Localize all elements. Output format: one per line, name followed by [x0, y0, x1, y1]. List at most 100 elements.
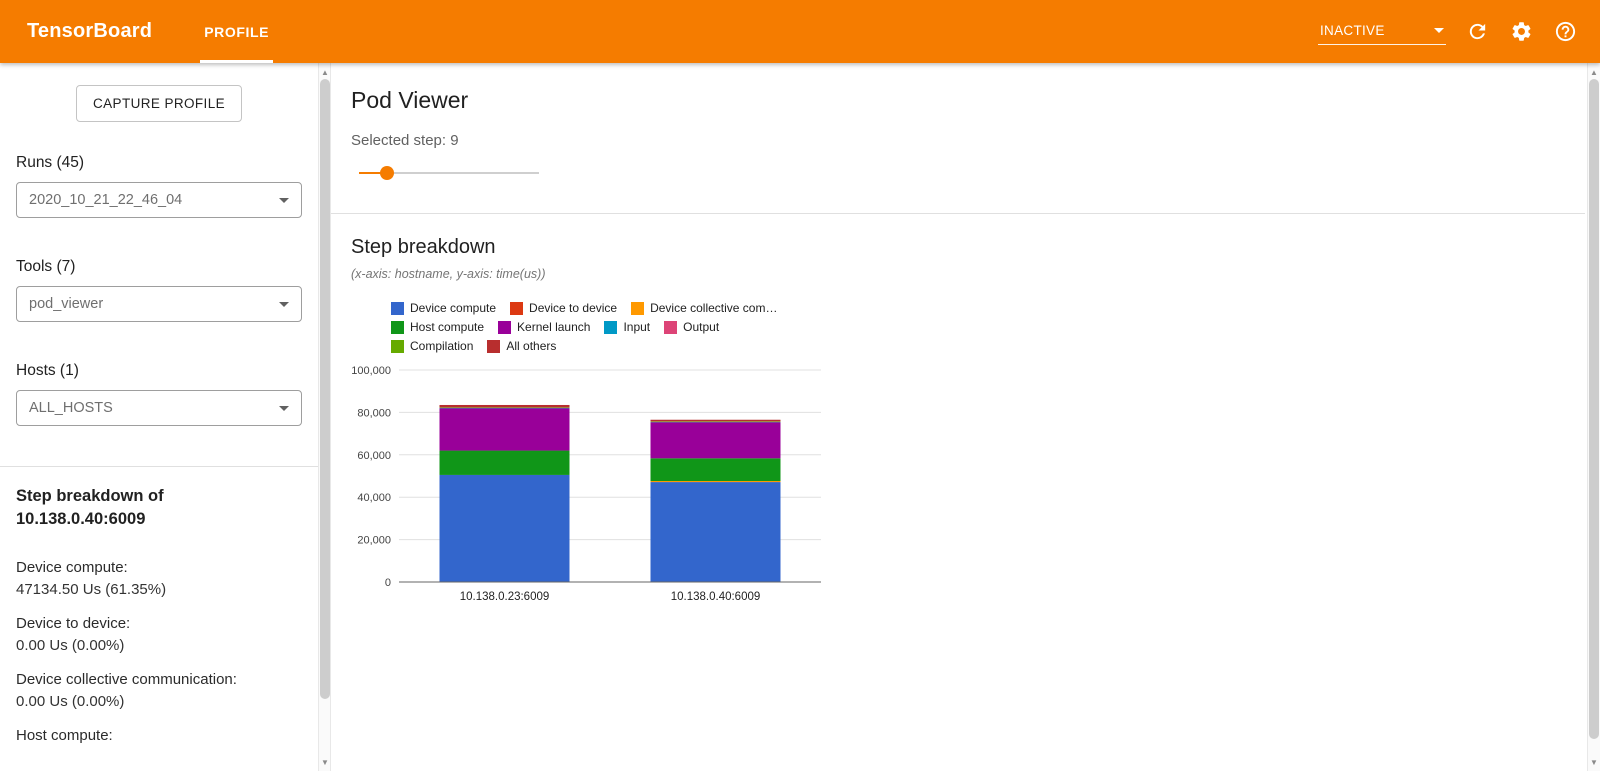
refresh-button[interactable] [1464, 19, 1490, 45]
refresh-icon [1469, 23, 1485, 40]
legend-swatch [391, 320, 404, 334]
legend-swatch [510, 301, 524, 315]
slider-thumb[interactable] [379, 166, 394, 180]
step-slider[interactable] [359, 163, 539, 183]
tab-bar: PROFILE [200, 0, 273, 63]
slider-track[interactable] [359, 172, 539, 174]
legend-item: Compilation [391, 339, 473, 353]
legend-label: Host compute [410, 320, 485, 334]
legend-item: Host compute [391, 320, 484, 334]
section-divider [331, 213, 1585, 214]
svg-text:10.138.0.23:6009: 10.138.0.23:6009 [460, 591, 550, 603]
legend-swatch [391, 301, 404, 315]
tools-label: Tools (7) [16, 258, 76, 275]
scroll-up-icon[interactable]: ▲ [321, 67, 329, 77]
metric-label: Device to device: [16, 615, 131, 632]
svg-text:100,000: 100,000 [351, 365, 391, 377]
plot-svg: 0 20,000 40,000 60,000 80,000 100,000 10.138.0… [351, 365, 821, 603]
metrics-list: Device compute: 47134.50 Us (61.35%) Dev… [16, 557, 302, 747]
breakdown-title: Step breakdown of 10.138.0.40:6009 [16, 485, 302, 531]
legend-item: Output [664, 320, 719, 334]
scroll-down-icon[interactable]: ▼ [1590, 757, 1598, 767]
breakdown-title-line2: 10.138.0.40:6009 [16, 510, 146, 528]
header-actions: INACTIVE [1318, 19, 1578, 45]
legend-swatch [664, 320, 678, 334]
sidebar: CAPTURE PROFILE Runs (45) 2020_10_21_22_… [0, 63, 331, 771]
help-button[interactable] [1552, 19, 1578, 45]
metric-label: Device collective communication: [16, 671, 237, 688]
status-label: INACTIVE [1320, 22, 1385, 38]
runs-label: Runs (45) [16, 154, 85, 171]
sidebar-divider [0, 466, 331, 467]
metric-row: Device compute: 47134.50 Us (61.35%) [16, 557, 302, 601]
tab-profile[interactable]: PROFILE [200, 0, 273, 63]
sidebar-scrollbar[interactable]: ▲ ▼ [318, 63, 331, 771]
legend-label: Device collective com… [650, 301, 778, 315]
axis-note: (x-axis: hostname, y-axis: time(us)) [351, 267, 546, 281]
legend-swatch [631, 301, 645, 315]
tools-value: pod_viewer [29, 296, 104, 312]
metric-value: 0.00 Us (0.00%) [16, 693, 125, 710]
chevron-down-icon [279, 301, 289, 307]
chart-legend: Device compute Device to device Device col… [391, 301, 821, 358]
section-title: Step breakdown [351, 236, 496, 258]
main-scrollbar[interactable]: ▲ ▼ [1587, 63, 1600, 771]
capture-profile-button[interactable]: CAPTURE PROFILE [75, 85, 243, 122]
legend-label: Output [683, 320, 720, 334]
legend-label: Compilation [410, 339, 474, 353]
hosts-label: Hosts (1) [16, 362, 79, 379]
brand-title: TensorBoard [27, 20, 153, 42]
svg-text:10.138.0.40:6009: 10.138.0.40:6009 [671, 591, 761, 603]
page-title: Pod Viewer [351, 87, 469, 113]
chevron-down-icon [279, 197, 289, 203]
scroll-up-icon[interactable]: ▲ [1590, 67, 1598, 77]
selected-step-label: Selected step: 9 [351, 132, 459, 149]
runs-value: 2020_10_21_22_46_04 [29, 192, 183, 208]
hosts-select[interactable]: ALL_HOSTS [16, 390, 302, 426]
status-dropdown[interactable]: INACTIVE [1318, 19, 1446, 45]
breakdown-title-line1: Step breakdown of [16, 487, 164, 505]
metric-row: Device collective communication: 0.00 Us… [16, 669, 302, 713]
legend-item: Device collective com… [631, 301, 777, 315]
metric-row: Host compute: [16, 725, 302, 747]
hosts-value: ALL_HOSTS [29, 400, 113, 416]
svg-text:0: 0 [385, 577, 391, 589]
main-content: Pod Viewer Selected step: 9 Step breakdo… [331, 63, 1600, 771]
legend-swatch [487, 339, 501, 353]
legend-item: Device to device [510, 301, 617, 315]
svg-text:80,000: 80,000 [357, 407, 391, 419]
tools-select[interactable]: pod_viewer [16, 286, 302, 322]
settings-button[interactable] [1508, 19, 1534, 45]
legend-item: Kernel launch [498, 320, 590, 334]
legend-swatch [604, 320, 618, 334]
svg-text:60,000: 60,000 [357, 450, 391, 462]
runs-select[interactable]: 2020_10_21_22_46_04 [16, 182, 302, 218]
legend-label: Input [623, 320, 651, 334]
svg-text:40,000: 40,000 [357, 492, 391, 504]
legend-item: All others [487, 339, 556, 353]
legend-item: Input [604, 320, 650, 334]
scrollbar-thumb[interactable] [1589, 79, 1599, 739]
step-breakdown-chart: Device compute Device to device Device col… [351, 301, 1585, 608]
chevron-down-icon [1434, 27, 1444, 33]
scrollbar-thumb[interactable] [320, 79, 330, 699]
legend-label: Device to device [529, 301, 618, 315]
help-icon [1555, 21, 1575, 42]
metric-value: 47134.50 Us (61.35%) [16, 581, 167, 598]
scroll-down-icon[interactable]: ▼ [321, 757, 329, 767]
metric-label: Device compute: [16, 559, 128, 576]
legend-swatch [498, 320, 512, 334]
legend-label: Kernel launch [517, 320, 591, 334]
svg-text:20,000: 20,000 [357, 535, 391, 547]
legend-label: Device compute [410, 301, 497, 315]
legend-swatch [391, 339, 404, 353]
app-header: TensorBoard PROFILE INACTIVE [0, 0, 1600, 63]
metric-value: 0.00 Us (0.00%) [16, 637, 125, 654]
chevron-down-icon [279, 405, 289, 411]
metric-row: Device to device: 0.00 Us (0.00%) [16, 613, 302, 657]
legend-item: Device compute [391, 301, 496, 315]
gear-icon [1512, 22, 1530, 41]
legend-label: All others [506, 339, 557, 353]
slider-fill [359, 172, 387, 174]
metric-label: Host compute: [16, 727, 113, 744]
